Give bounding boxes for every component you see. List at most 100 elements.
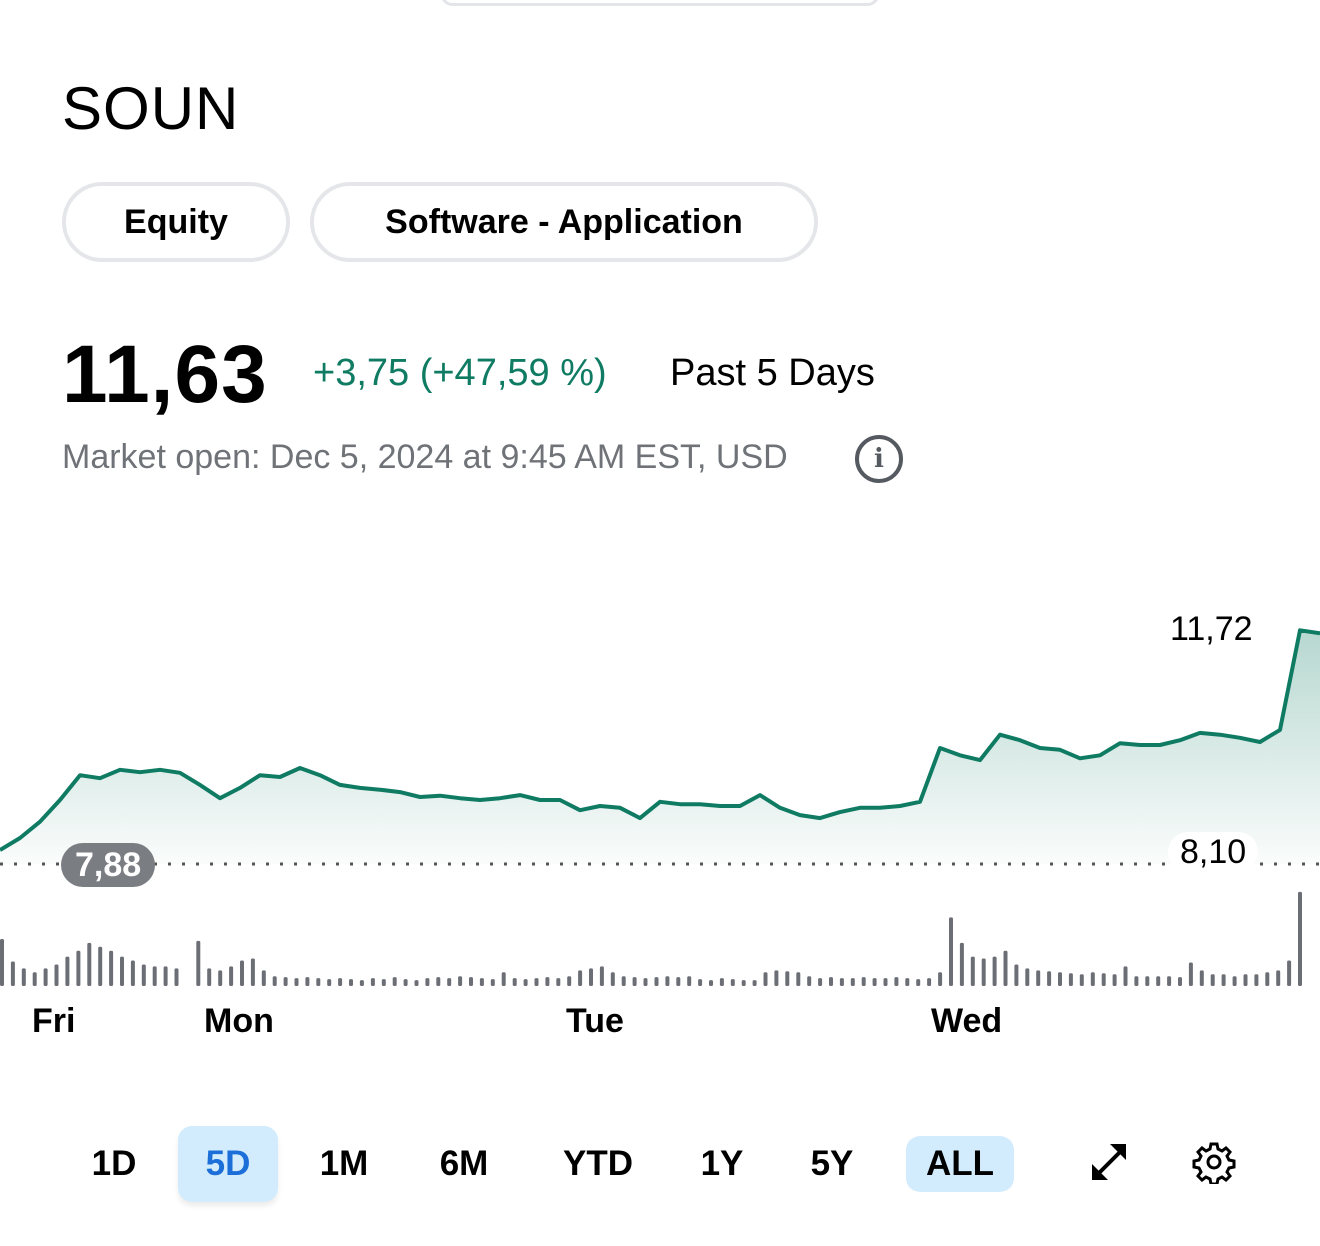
volume-bar (894, 977, 899, 986)
volume-bar (370, 978, 375, 986)
volume-bar (76, 950, 81, 986)
range-5y[interactable]: 5Y (810, 1144, 854, 1183)
volume-bar (1254, 974, 1259, 986)
volume-bar (240, 960, 244, 986)
volume-bar (818, 978, 823, 986)
volume-bar (163, 966, 168, 986)
volume-bar (174, 968, 179, 986)
volume-bar (1167, 976, 1172, 986)
volume-bar (43, 968, 48, 986)
gear-icon[interactable] (1192, 1140, 1236, 1184)
price-line (0, 628, 1320, 852)
volume-bar (687, 976, 692, 986)
x-label-mon: Mon (204, 1002, 274, 1040)
volume-bar (458, 976, 463, 986)
volume-bar (927, 978, 932, 986)
volume-bar (1210, 974, 1215, 986)
volume-bar (1047, 971, 1052, 986)
volume-bar (1003, 950, 1008, 986)
volume-bar (807, 976, 812, 986)
ticker-symbol: SOUN (62, 75, 240, 142)
volume-bar (709, 980, 713, 986)
volume-bar (610, 972, 615, 986)
volume-bar (850, 978, 855, 986)
volume-bar (414, 980, 419, 986)
volume-bar (534, 978, 539, 986)
range-all[interactable]: ALL (906, 1136, 1014, 1192)
expand-arrows-icon[interactable] (1088, 1140, 1132, 1184)
volume-bar (87, 942, 92, 986)
sheet-handle[interactable] (440, 0, 880, 6)
volume-bar (1101, 973, 1106, 986)
volume-bar (196, 940, 201, 986)
volume-bar (1178, 977, 1182, 986)
volume-bar (283, 977, 288, 986)
volume-bar (916, 979, 921, 986)
price-chart[interactable] (0, 560, 1320, 1000)
volume-bar (54, 964, 59, 986)
volume-bar (469, 977, 473, 986)
volume-bar (1090, 972, 1095, 986)
current-price: 11,63 (62, 329, 268, 420)
volume-bar (883, 978, 888, 986)
volume-bar (261, 970, 266, 986)
volume-bar (959, 942, 964, 986)
volume-bar (141, 964, 146, 986)
volume-bar (250, 958, 255, 986)
volume-bar (1145, 976, 1150, 986)
range-1d[interactable]: 1D (91, 1144, 137, 1183)
range-6m[interactable]: 6M (439, 1144, 489, 1183)
volume-bar (436, 977, 441, 986)
volume-bar (1232, 976, 1237, 986)
volume-bar (130, 960, 135, 986)
volume-bar (1199, 970, 1204, 986)
volume-bar (643, 978, 648, 986)
range-1m[interactable]: 1M (319, 1144, 369, 1183)
previous-close-badge: 7,88 (61, 843, 156, 887)
volume-bar (1112, 974, 1117, 986)
volume-bar (905, 978, 910, 986)
range-ytd[interactable]: YTD (563, 1144, 633, 1183)
volume-bar (632, 977, 637, 986)
low-label: 8,10 (1168, 832, 1259, 872)
volume-bar (218, 970, 223, 986)
volume-bar (0, 938, 4, 986)
volume-bar (109, 950, 114, 986)
volume-bar (447, 978, 452, 986)
volume-bar (1123, 966, 1128, 986)
volume-bar (1068, 973, 1073, 986)
tag-industry[interactable]: Software - Application (310, 182, 818, 262)
volume-bar (490, 979, 495, 986)
volume-bar (589, 968, 593, 986)
range-1y[interactable]: 1Y (700, 1144, 744, 1183)
volume-bar (501, 972, 506, 986)
volume-bar (120, 956, 124, 986)
volume-bar (392, 977, 397, 986)
volume-bar (839, 978, 844, 986)
x-label-fri: Fri (32, 1002, 76, 1040)
volume-bar (1025, 968, 1030, 986)
price-change: +3,75 (+47,59 %) (313, 352, 607, 394)
volume-bar (305, 977, 310, 986)
volume-bar (1036, 970, 1041, 986)
volume-bar (872, 978, 877, 986)
volume-bar (349, 979, 353, 986)
volume-bar (65, 956, 70, 986)
volume-bar (981, 958, 986, 986)
volume-bar (1221, 974, 1226, 986)
volume-bar (545, 977, 550, 986)
info-icon[interactable]: i (855, 435, 903, 483)
volume-bar (719, 978, 724, 986)
volume-bar (1134, 976, 1139, 986)
volume-bar (1276, 970, 1281, 986)
volume-bar (796, 972, 801, 986)
volume-bar (1079, 974, 1084, 986)
volume-bar (316, 978, 321, 986)
tag-equity[interactable]: Equity (62, 182, 290, 262)
volume-bar (741, 980, 746, 986)
volume-bar (294, 978, 299, 986)
volume-bar (229, 966, 234, 986)
range-5d[interactable]: 5D (178, 1126, 278, 1202)
volume-bar (1243, 974, 1248, 986)
volume-bar (621, 976, 626, 986)
